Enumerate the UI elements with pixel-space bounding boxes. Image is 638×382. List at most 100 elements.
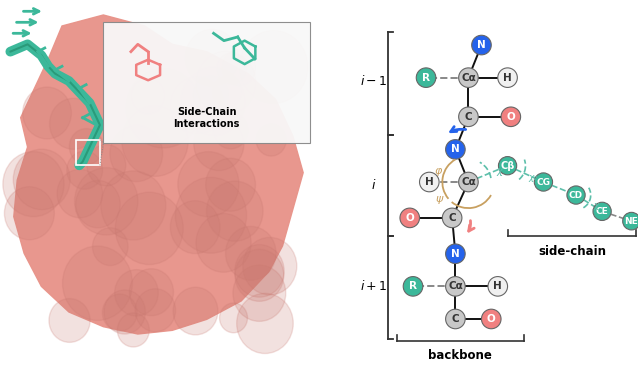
Circle shape (459, 107, 478, 126)
Circle shape (115, 270, 158, 316)
Circle shape (76, 180, 120, 228)
Circle shape (471, 35, 491, 55)
Circle shape (115, 192, 183, 265)
Text: CG: CG (537, 178, 551, 186)
Circle shape (233, 265, 286, 321)
Text: Side-Chain
Interactions: Side-Chain Interactions (174, 107, 240, 129)
Circle shape (67, 151, 103, 189)
Circle shape (403, 277, 423, 296)
Circle shape (534, 173, 553, 191)
Circle shape (235, 244, 284, 297)
Circle shape (459, 68, 478, 87)
Circle shape (498, 68, 517, 87)
FancyBboxPatch shape (103, 22, 310, 143)
Polygon shape (14, 15, 303, 334)
Circle shape (205, 158, 255, 211)
Circle shape (235, 249, 284, 301)
Circle shape (13, 149, 70, 210)
Text: C: C (464, 112, 472, 122)
Text: H: H (425, 177, 434, 187)
Circle shape (222, 50, 256, 86)
Circle shape (501, 107, 521, 126)
Circle shape (178, 152, 239, 217)
Circle shape (3, 152, 64, 217)
Circle shape (243, 238, 297, 295)
Text: Cα: Cα (448, 282, 463, 291)
Circle shape (445, 277, 465, 296)
Circle shape (173, 287, 218, 335)
Circle shape (93, 228, 128, 265)
Circle shape (57, 169, 103, 218)
Text: $i$: $i$ (371, 178, 376, 192)
Circle shape (498, 157, 517, 175)
Text: side-chain: side-chain (538, 245, 606, 258)
Circle shape (23, 87, 71, 139)
Text: χ: χ (593, 201, 598, 210)
Circle shape (567, 186, 585, 204)
Circle shape (488, 277, 508, 296)
Text: $i-1$: $i-1$ (360, 74, 388, 88)
Circle shape (219, 303, 248, 333)
Circle shape (237, 293, 293, 353)
Text: O: O (405, 213, 414, 223)
Circle shape (217, 53, 246, 84)
Circle shape (175, 177, 247, 253)
Circle shape (135, 289, 175, 332)
Circle shape (239, 31, 308, 104)
Circle shape (194, 117, 244, 171)
Circle shape (130, 269, 174, 316)
Text: Cα: Cα (461, 177, 476, 187)
Circle shape (196, 214, 251, 272)
Circle shape (131, 78, 165, 114)
Circle shape (70, 129, 103, 165)
Text: R: R (409, 282, 417, 291)
Circle shape (170, 76, 224, 134)
Circle shape (122, 106, 188, 176)
Circle shape (63, 246, 133, 320)
Circle shape (185, 29, 239, 86)
Circle shape (102, 294, 137, 331)
Circle shape (50, 98, 98, 149)
Text: H: H (493, 282, 502, 291)
Circle shape (459, 172, 478, 192)
Circle shape (193, 76, 229, 114)
Text: ψ: ψ (436, 194, 443, 204)
Text: C: C (449, 213, 456, 223)
Circle shape (196, 51, 256, 115)
Circle shape (75, 168, 138, 235)
Text: χ₂: χ₂ (529, 173, 538, 182)
Circle shape (110, 125, 163, 181)
Text: CE: CE (596, 207, 609, 216)
Circle shape (442, 208, 462, 228)
Circle shape (445, 244, 465, 264)
Circle shape (226, 227, 276, 280)
Text: NE: NE (625, 217, 638, 226)
Circle shape (4, 187, 54, 240)
Text: N: N (451, 144, 460, 154)
Circle shape (104, 290, 145, 334)
Text: O: O (507, 112, 516, 122)
Circle shape (445, 139, 465, 159)
Text: $i+1$: $i+1$ (360, 279, 388, 293)
Text: N: N (451, 249, 460, 259)
Circle shape (170, 201, 220, 254)
Circle shape (420, 172, 439, 192)
Circle shape (212, 76, 242, 107)
Circle shape (400, 208, 420, 228)
Circle shape (181, 67, 246, 136)
Circle shape (49, 299, 90, 342)
Circle shape (416, 68, 436, 87)
Circle shape (445, 309, 465, 329)
Circle shape (213, 112, 248, 149)
Circle shape (623, 212, 638, 230)
Circle shape (101, 171, 166, 240)
Circle shape (207, 181, 263, 241)
Text: φ: φ (434, 166, 441, 176)
Circle shape (256, 124, 286, 156)
Circle shape (482, 309, 501, 329)
Circle shape (593, 202, 611, 220)
Text: Cα: Cα (461, 73, 476, 83)
Text: H: H (503, 73, 512, 83)
Text: R: R (422, 73, 430, 83)
Circle shape (87, 144, 126, 186)
